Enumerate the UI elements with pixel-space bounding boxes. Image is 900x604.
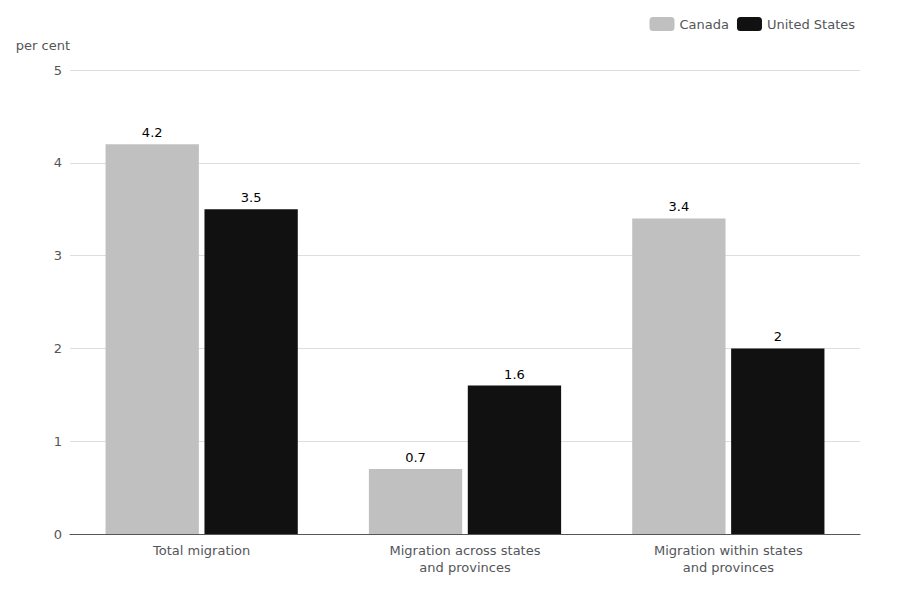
- svg-text:1.6: 1.6: [504, 367, 525, 382]
- svg-text:Migration within states: Migration within states: [654, 543, 803, 558]
- svg-text:3: 3: [54, 248, 62, 263]
- svg-text:3.4: 3.4: [669, 199, 690, 214]
- svg-text:per cent: per cent: [16, 38, 70, 53]
- svg-text:4.2: 4.2: [142, 125, 163, 140]
- svg-text:3.5: 3.5: [241, 190, 262, 205]
- svg-text:0: 0: [54, 527, 62, 542]
- svg-text:Canada: Canada: [680, 17, 729, 32]
- svg-text:2: 2: [774, 329, 782, 344]
- svg-text:United States: United States: [767, 17, 855, 32]
- svg-text:Total migration: Total migration: [152, 543, 250, 558]
- svg-text:5: 5: [54, 63, 62, 78]
- svg-text:0.7: 0.7: [405, 450, 426, 465]
- svg-text:and provinces: and provinces: [683, 560, 775, 575]
- svg-text:1: 1: [54, 434, 62, 449]
- svg-text:2: 2: [54, 341, 62, 356]
- svg-text:Migration across states: Migration across states: [390, 543, 541, 558]
- svg-text:4: 4: [54, 155, 62, 170]
- svg-text:and provinces: and provinces: [419, 560, 511, 575]
